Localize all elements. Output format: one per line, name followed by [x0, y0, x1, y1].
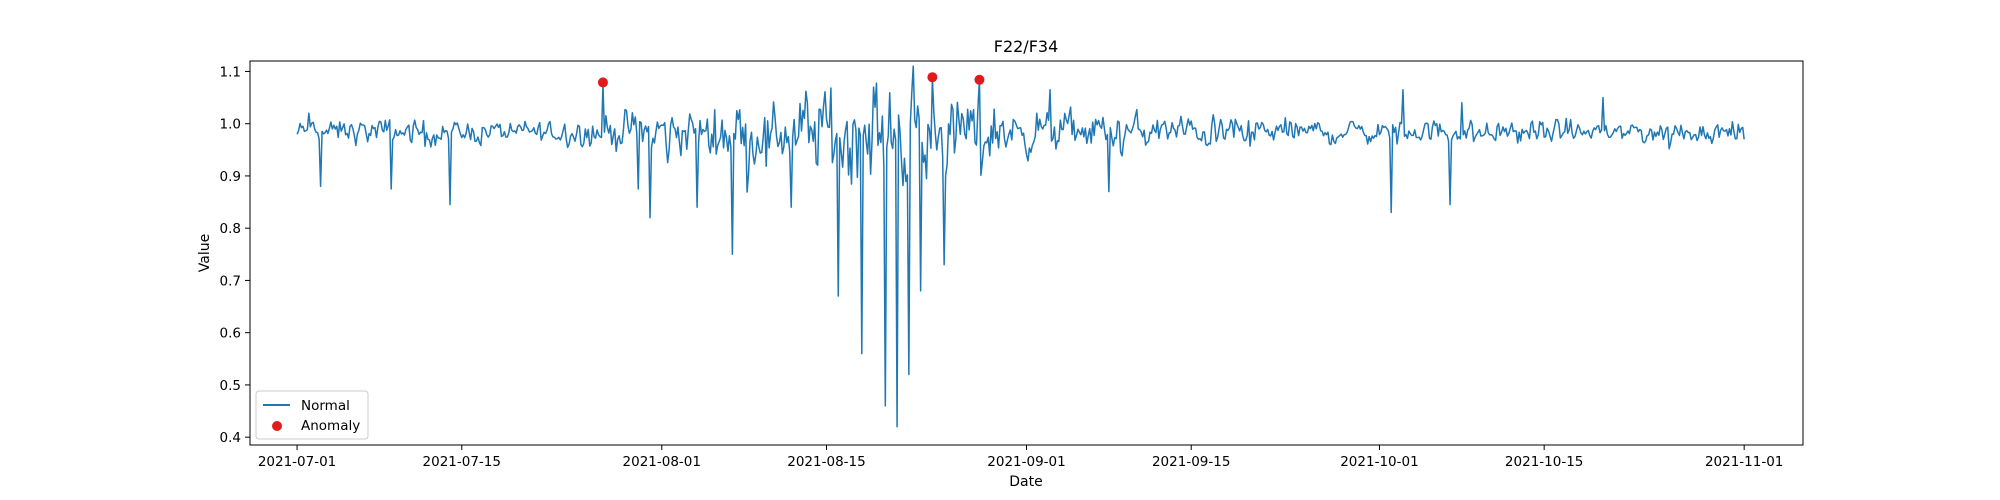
x-tick-label: 2021-11-01 [1705, 454, 1783, 470]
anomaly-point [597, 77, 608, 88]
legend-dot-swatch [272, 421, 282, 431]
x-tick-label: 2021-09-01 [987, 454, 1065, 470]
x-tick-label: 2021-09-15 [1152, 454, 1230, 470]
x-tick-label: 2021-10-15 [1505, 454, 1583, 470]
y-tick-label: 0.7 [220, 273, 241, 289]
anomaly-point [974, 74, 985, 85]
x-axis: 2021-07-01 2021-07-15 2021-08-01 2021-08-15… [258, 445, 1783, 470]
x-tick-label: 2021-07-01 [258, 454, 336, 470]
legend: Normal Anomaly [255, 390, 369, 440]
y-tick-label: 0.8 [220, 221, 241, 237]
legend-label-anomaly: Anomaly [301, 418, 360, 434]
x-tick-label: 2021-10-01 [1340, 454, 1418, 470]
plot-layer [296, 65, 1745, 428]
y-tick-label: 1.0 [220, 117, 241, 133]
series-line-normal [296, 65, 1745, 428]
y-tick-label: 0.5 [220, 378, 241, 394]
x-tick-label: 2021-07-15 [423, 454, 501, 470]
y-tick-label: 0.9 [220, 169, 241, 185]
y-tick-label: 0.6 [220, 326, 241, 342]
y-axis: 0.4 0.5 0.6 0.7 0.8 0.9 1.0 1.1 [220, 64, 250, 446]
legend-label-normal: Normal [301, 398, 350, 414]
chart-title: F22/F34 [994, 37, 1059, 56]
x-tick-label: 2021-08-01 [623, 454, 701, 470]
legend-box [255, 390, 369, 440]
x-axis-label: Date [1009, 474, 1042, 490]
y-axis-label: Value [197, 234, 213, 272]
y-tick-label: 1.1 [220, 64, 241, 80]
y-tick-label: 0.4 [220, 430, 241, 446]
x-tick-label: 2021-08-15 [787, 454, 865, 470]
anomaly-point [927, 72, 938, 83]
